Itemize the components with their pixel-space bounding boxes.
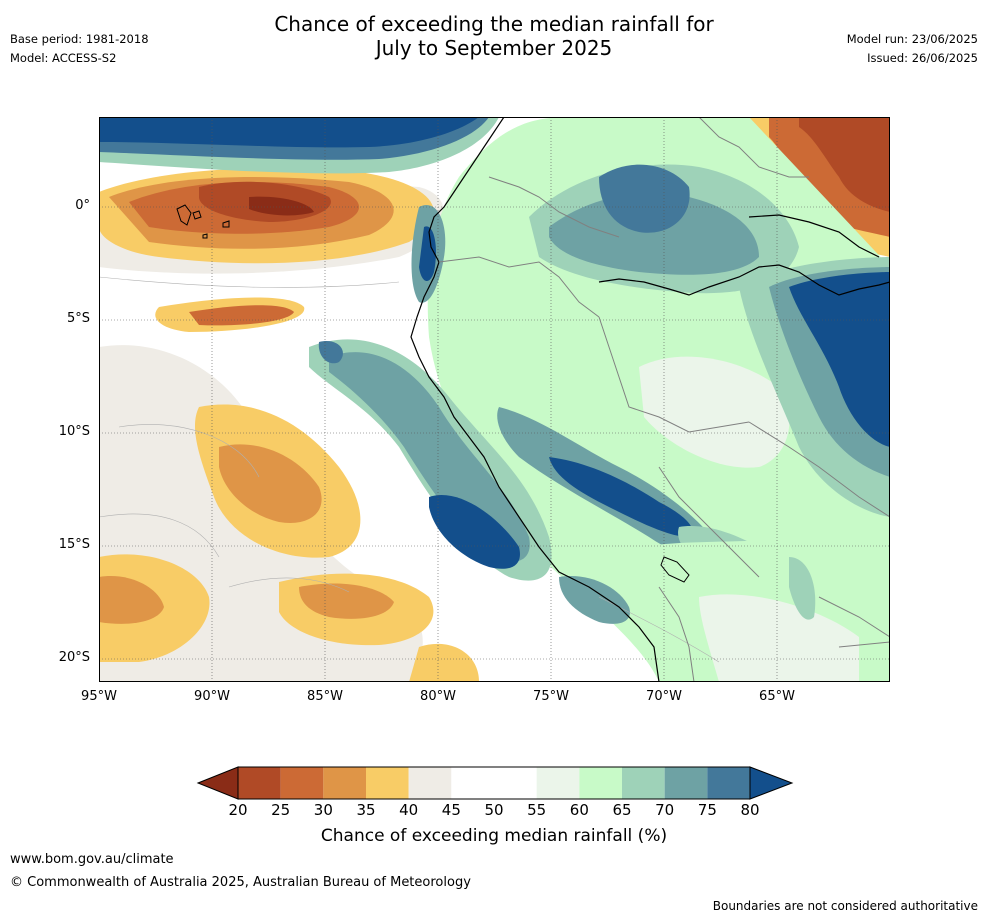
colorbar-label: Chance of exceeding median rainfall (%) xyxy=(320,826,668,846)
colorbar-bin-70-75 xyxy=(664,767,708,799)
colorbar-tick-45: 45 xyxy=(441,801,461,819)
ytick-0: 0° xyxy=(75,198,90,213)
colorbar-tick-40: 40 xyxy=(399,801,419,819)
colorbar-tick-65: 65 xyxy=(612,801,632,819)
coastline xyxy=(410,117,660,682)
colorbar-tick-25: 25 xyxy=(271,801,291,819)
wet-top-left xyxy=(99,117,499,174)
colorbar-tick-70: 70 xyxy=(655,801,675,819)
xtick-75w: 75°W xyxy=(533,689,569,704)
colorbar-bin-65-70 xyxy=(622,767,665,799)
colorbar xyxy=(196,766,794,800)
colorbar-bin-30-35 xyxy=(323,767,366,799)
xtick-95w: 95°W xyxy=(81,689,117,704)
colorbar-tick-30: 30 xyxy=(313,801,333,819)
colorbar-tick-20: 20 xyxy=(228,801,248,819)
ytick-15s: 15°S xyxy=(58,537,90,552)
colorbar-tick-50: 50 xyxy=(484,801,504,819)
footer-copyright: © Commonwealth of Australia 2025, Austra… xyxy=(10,875,471,890)
colorbar-tick-60: 60 xyxy=(569,801,589,819)
colorbar-bin-40-45 xyxy=(408,767,452,799)
issued-date: Issued: 26/06/2025 xyxy=(867,51,978,65)
model-name: Model: ACCESS-S2 xyxy=(10,51,117,65)
title-line-2: July to September 2025 xyxy=(375,36,613,60)
dry-regions xyxy=(99,117,890,682)
colorbar-tick-55: 55 xyxy=(527,801,547,819)
graticule xyxy=(99,117,890,682)
colorbar-tick-35: 35 xyxy=(356,801,376,819)
colorbar-max-extend xyxy=(749,766,794,800)
xtick-80w: 80°W xyxy=(420,689,456,704)
colorbar-tick-75: 75 xyxy=(697,801,717,819)
xtick-90w: 90°W xyxy=(194,689,230,704)
galapagos-islands xyxy=(176,204,230,239)
lake-titicaca xyxy=(660,556,690,583)
amazon-river xyxy=(598,264,890,296)
map-title: Chance of exceeding the median rainfall … xyxy=(0,12,988,60)
model-run: Model run: 23/06/2025 xyxy=(846,32,978,46)
map-frame xyxy=(99,117,890,682)
meta-left: Base period: 1981-2018 Model: ACCESS-S2 xyxy=(10,30,149,68)
country-borders xyxy=(438,117,890,682)
colorbar-bin-75-80 xyxy=(707,767,750,799)
colorbar-bin-20-25 xyxy=(238,767,281,799)
south-region xyxy=(639,527,890,682)
title-line-1: Chance of exceeding the median rainfall … xyxy=(274,12,714,36)
ytick-20s: 20°S xyxy=(58,650,90,665)
ytick-5s: 5°S xyxy=(66,311,90,326)
xtick-65w: 65°W xyxy=(759,689,795,704)
footer-url: www.bom.gov.au/climate xyxy=(10,852,174,867)
rainfall-map xyxy=(99,117,890,682)
contour-lines xyxy=(99,276,720,663)
colorbar-bin-55-60 xyxy=(536,767,580,799)
colorbar-bin-45-50 xyxy=(451,767,494,799)
meta-right: Model run: 23/06/2025 Issued: 26/06/2025 xyxy=(847,30,978,68)
colorbar-bin-25-30 xyxy=(280,767,324,799)
xtick-85w: 85°W xyxy=(307,689,343,704)
colorbar-bin-60-65 xyxy=(579,767,622,799)
xtick-70w: 70°W xyxy=(646,689,682,704)
amazon-river-upper xyxy=(748,214,880,258)
ytick-10s: 10°S xyxy=(58,424,90,439)
colorbar-tick-80: 80 xyxy=(740,801,760,819)
colorbar-bin-35-40 xyxy=(366,767,409,799)
base-period: Base period: 1981-2018 xyxy=(10,32,149,46)
colorbar-bin-50-55 xyxy=(494,767,537,799)
colorbar-min-extend xyxy=(196,766,239,800)
footer-disclaimer: Boundaries are not considered authoritat… xyxy=(712,899,978,913)
